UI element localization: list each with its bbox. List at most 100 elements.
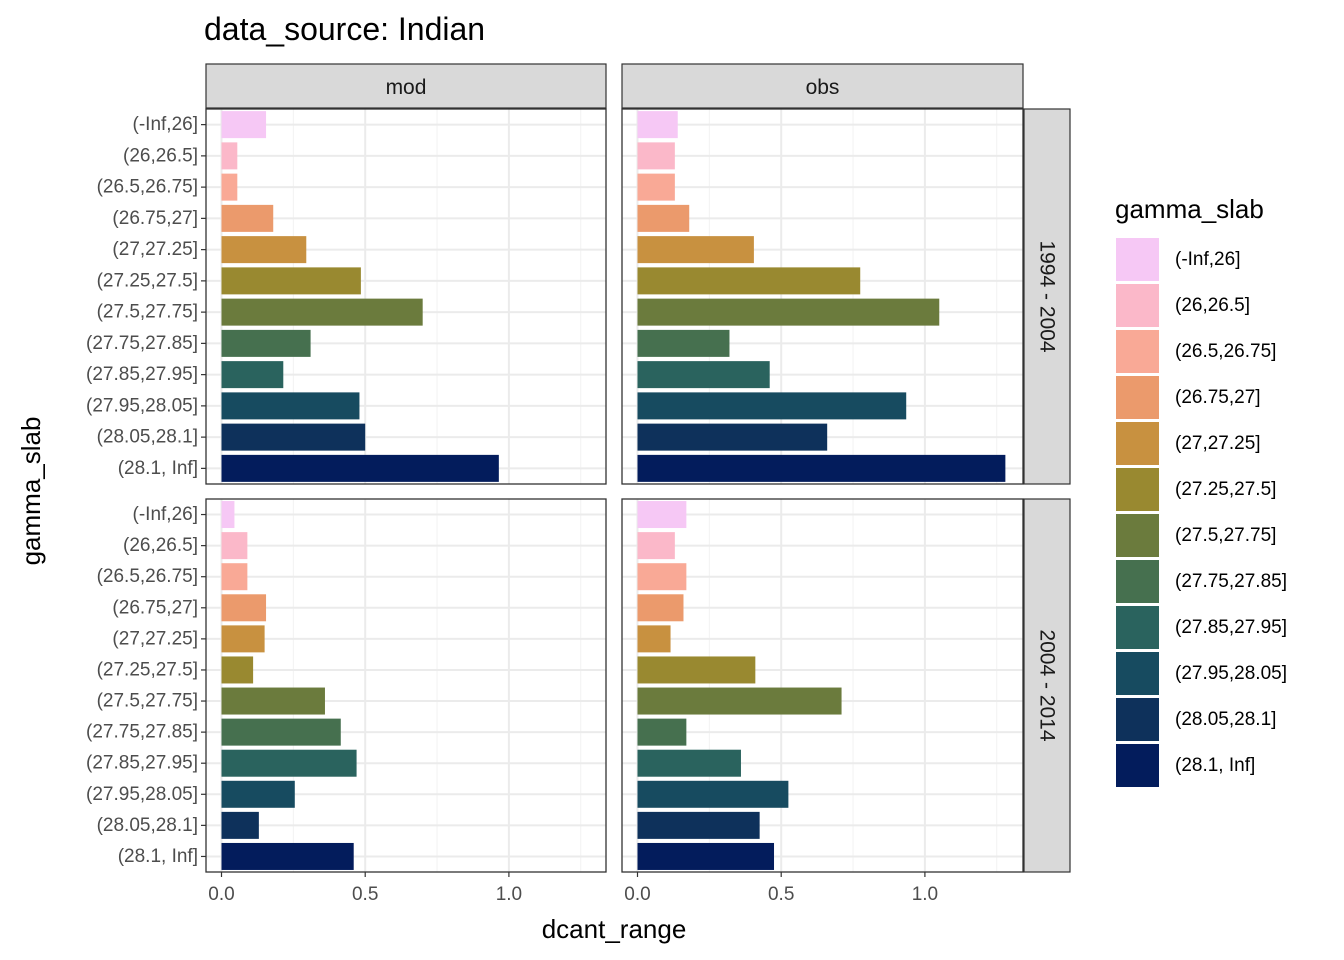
- chart-title: data_source: Indian: [204, 11, 485, 47]
- legend-label-1: (26,26.5]: [1175, 295, 1250, 316]
- legend-label-9: (27.95,28.05]: [1175, 663, 1287, 684]
- bar-obs-1-1: [637, 532, 675, 560]
- y-tick-label: (27.85,27.95]: [86, 753, 198, 774]
- bar-obs-1-5: [637, 656, 756, 684]
- legend-swatch-1: [1116, 284, 1159, 327]
- bar-obs-1-10: [637, 811, 760, 839]
- bar-obs-1-6: [637, 687, 842, 715]
- bar-obs-0-3: [637, 204, 690, 232]
- legend-label-2: (26.5,26.75]: [1175, 341, 1276, 362]
- y-tick-label: (27.25,27.5]: [97, 270, 198, 291]
- legend-label-7: (27.75,27.85]: [1175, 571, 1287, 592]
- bar-obs-1-11: [637, 842, 775, 870]
- legend-swatch-9: [1116, 652, 1159, 695]
- bar-obs-0-0: [637, 111, 678, 139]
- bar-obs-1-2: [637, 563, 687, 591]
- bar-mod-0-6: [221, 298, 423, 326]
- bar-obs-0-6: [637, 298, 940, 326]
- y-tick-label: (27.75,27.85]: [86, 722, 198, 743]
- bar-obs-0-8: [637, 361, 770, 389]
- facet-strip-row-1: [1023, 498, 1071, 873]
- facet-strip-label-row-0: 1994 - 2004: [1036, 240, 1059, 352]
- bar-mod-0-5: [221, 267, 361, 295]
- bar-mod-1-8: [221, 749, 357, 777]
- y-tick-label: (28.1, Inf]: [118, 846, 198, 867]
- y-tick-label: (28.1, Inf]: [118, 458, 198, 479]
- bar-obs-0-5: [637, 267, 861, 295]
- bar-obs-1-0: [637, 501, 687, 529]
- legend-swatch-10: [1116, 698, 1159, 741]
- bar-obs-0-7: [637, 329, 730, 357]
- legend-swatch-11: [1116, 744, 1159, 787]
- x-axis-title: dcant_range: [542, 914, 687, 944]
- legend-label-8: (27.85,27.95]: [1175, 617, 1287, 638]
- panel-obs-0-background: [622, 109, 1023, 484]
- y-tick-label: (-Inf,26]: [133, 504, 198, 525]
- facet-strip-label-obs: obs: [806, 76, 840, 99]
- bar-mod-1-1: [221, 532, 248, 560]
- legend-swatch-4: [1116, 422, 1159, 465]
- legend-swatch-0: [1116, 238, 1159, 281]
- y-tick-label: (26.5,26.75]: [97, 177, 198, 198]
- bar-obs-0-9: [637, 392, 907, 420]
- legend-label-11: (28.1, Inf]: [1175, 755, 1255, 776]
- legend-swatch-2: [1116, 330, 1159, 373]
- x-tick-label: 1.0: [496, 884, 522, 905]
- y-tick-label: (26.75,27]: [112, 597, 198, 618]
- legend-label-5: (27.25,27.5]: [1175, 479, 1276, 500]
- y-tick-label: (27.5,27.75]: [97, 691, 198, 712]
- y-tick-label: (27.25,27.5]: [97, 659, 198, 680]
- bar-obs-0-2: [637, 173, 675, 201]
- y-tick-label: (28.05,28.1]: [97, 815, 198, 836]
- y-tick-label: (26,26.5]: [123, 535, 198, 556]
- panel-mod-1-background: [206, 499, 606, 872]
- bar-obs-1-7: [637, 718, 687, 746]
- panel-mod-1-border: [205, 498, 607, 873]
- bar-obs-1-4: [637, 625, 671, 653]
- bar-mod-1-0: [221, 501, 235, 529]
- legend-label-4: (27,27.25]: [1175, 433, 1261, 454]
- bar-obs-1-3: [637, 594, 684, 622]
- y-tick-label: (27,27.25]: [112, 239, 198, 260]
- bar-mod-1-4: [221, 625, 265, 653]
- y-tick-label: (26.75,27]: [112, 208, 198, 229]
- facet-strip-mod: [205, 63, 607, 109]
- bar-mod-0-7: [221, 329, 311, 357]
- bar-mod-1-11: [221, 842, 354, 870]
- panel-mod-0-background: [206, 109, 606, 484]
- y-tick-label: (26.5,26.75]: [97, 566, 198, 587]
- bar-mod-0-9: [221, 392, 360, 420]
- y-tick-label: (27,27.25]: [112, 628, 198, 649]
- bar-mod-0-1: [221, 142, 238, 170]
- panel-obs-1-background: [622, 499, 1023, 872]
- bar-obs-1-9: [637, 780, 789, 808]
- bar-mod-0-11: [221, 454, 499, 482]
- facet-strip-obs: [621, 63, 1024, 109]
- y-tick-label: (27.95,28.05]: [86, 395, 198, 416]
- facet-strip-label-row-1: 2004 - 2014: [1036, 629, 1059, 741]
- y-tick-label: (27.5,27.75]: [97, 302, 198, 323]
- facet-strip-row-0: [1023, 108, 1071, 485]
- x-tick-label: 0.0: [208, 884, 234, 905]
- y-axis-title: gamma_slab: [16, 417, 46, 566]
- x-tick-label: 0.0: [624, 884, 650, 905]
- facet-strip-label-mod: mod: [386, 76, 427, 99]
- bar-mod-1-10: [221, 811, 259, 839]
- x-tick-label: 0.5: [768, 884, 794, 905]
- bar-mod-0-8: [221, 361, 284, 389]
- panel-obs-1-border: [621, 498, 1024, 873]
- panel-mod-0-border: [205, 108, 607, 485]
- bar-obs-0-1: [637, 142, 675, 170]
- legend-swatch-7: [1116, 560, 1159, 603]
- legend-label-3: (26.75,27]: [1175, 387, 1261, 408]
- y-tick-label: (-Inf,26]: [133, 114, 198, 135]
- legend-swatch-8: [1116, 606, 1159, 649]
- x-tick-label: 1.0: [912, 884, 938, 905]
- legend-swatch-6: [1116, 514, 1159, 557]
- bar-obs-0-4: [637, 236, 754, 264]
- y-tick-label: (28.05,28.1]: [97, 427, 198, 448]
- bar-mod-1-7: [221, 718, 341, 746]
- y-tick-label: (27.85,27.95]: [86, 364, 198, 385]
